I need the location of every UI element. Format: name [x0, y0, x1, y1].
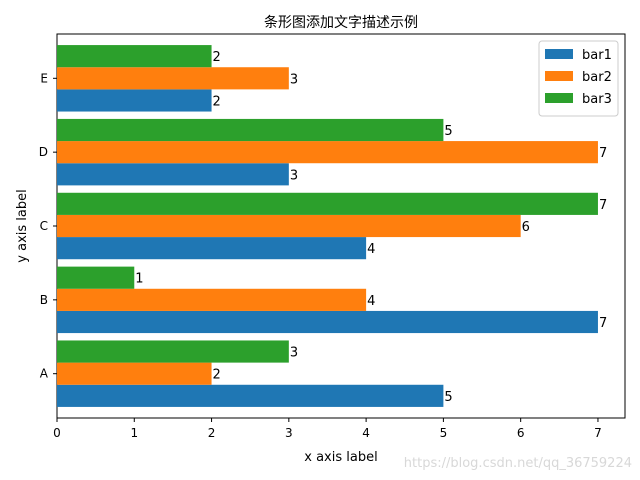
x-tick-label: 3: [285, 426, 293, 440]
bar-bar1-A: [57, 384, 444, 407]
data-label-bar3-D: 5: [444, 124, 452, 139]
bar-bar1-E: [57, 89, 212, 112]
data-label-bar2-D: 7: [599, 146, 607, 161]
data-label-bar1-B: 7: [599, 316, 607, 331]
legend-label-bar3: bar3: [582, 92, 612, 107]
data-label-bar2-A: 2: [213, 368, 221, 383]
data-label-bar1-E: 2: [213, 94, 221, 109]
x-tick-label: 2: [208, 426, 216, 440]
data-label-bar1-A: 5: [444, 390, 452, 405]
data-label-bar2-B: 4: [367, 294, 375, 309]
x-axis-label: x axis label: [304, 450, 377, 465]
bar-bar1-C: [57, 237, 367, 260]
bars: [57, 45, 598, 407]
data-label-bar2-E: 3: [290, 72, 298, 87]
y-tick-label: B: [40, 293, 48, 307]
bar-bar3-B: [57, 266, 135, 289]
bar-bar3-C: [57, 192, 598, 215]
bar-bar2-D: [57, 141, 598, 164]
watermark-text: https://blog.csdn.net/qq_36759224: [404, 456, 632, 471]
x-axis-ticks: 0 1 2 3 4 5 6 7: [53, 418, 602, 440]
chart-title: 条形图添加文字描述示例: [264, 14, 418, 31]
bar-bar3-E: [57, 45, 212, 68]
data-label-bar3-B: 1: [135, 272, 143, 287]
legend-label-bar1: bar1: [582, 48, 612, 63]
bar-bar1-B: [57, 310, 598, 334]
bar-bar1-D: [57, 163, 289, 186]
data-label-bar2-C: 6: [522, 220, 530, 235]
x-tick-label: 1: [130, 426, 138, 440]
x-tick-label: 0: [53, 426, 61, 440]
data-label-bar3-C: 7: [599, 198, 607, 213]
bar-bar3-D: [57, 118, 444, 142]
y-axis-label: y axis label: [15, 189, 30, 262]
legend-swatch-bar1: [545, 49, 573, 59]
bar-bar2-A: [57, 362, 212, 385]
x-tick-label: 4: [362, 426, 370, 440]
legend-swatch-bar2: [545, 71, 573, 81]
data-label-bar1-D: 3: [290, 168, 298, 183]
bar-bar3-A: [57, 340, 289, 363]
data-label-bar3-E: 2: [213, 50, 221, 65]
x-tick-label: 6: [517, 426, 525, 440]
y-tick-label: E: [40, 71, 48, 85]
y-axis-ticks: A B C D E: [39, 71, 57, 381]
y-tick-label: D: [39, 145, 48, 159]
y-tick-label: A: [40, 367, 49, 381]
x-tick-label: 7: [594, 426, 602, 440]
legend-label-bar2: bar2: [582, 70, 612, 85]
data-label-bar1-C: 4: [367, 242, 375, 257]
legend-swatch-bar3: [545, 93, 573, 103]
bar-bar2-C: [57, 214, 521, 238]
legend: bar1 bar2 bar3: [538, 40, 619, 117]
bar-bar2-E: [57, 67, 289, 90]
y-tick-label: C: [40, 219, 48, 233]
bar-bar2-B: [57, 288, 367, 311]
data-label-bar3-A: 3: [290, 346, 298, 361]
plot-area: 5 7 4 3 2 2 4 6 7 3 3 1 7 5 2 0 1 2 3 4 5 6 7 A B C D E: [39, 33, 626, 440]
data-labels: 5 7 4 3 2 2 4 6 7 3 3 1 7 5 2: [135, 50, 607, 405]
x-tick-label: 5: [440, 426, 448, 440]
